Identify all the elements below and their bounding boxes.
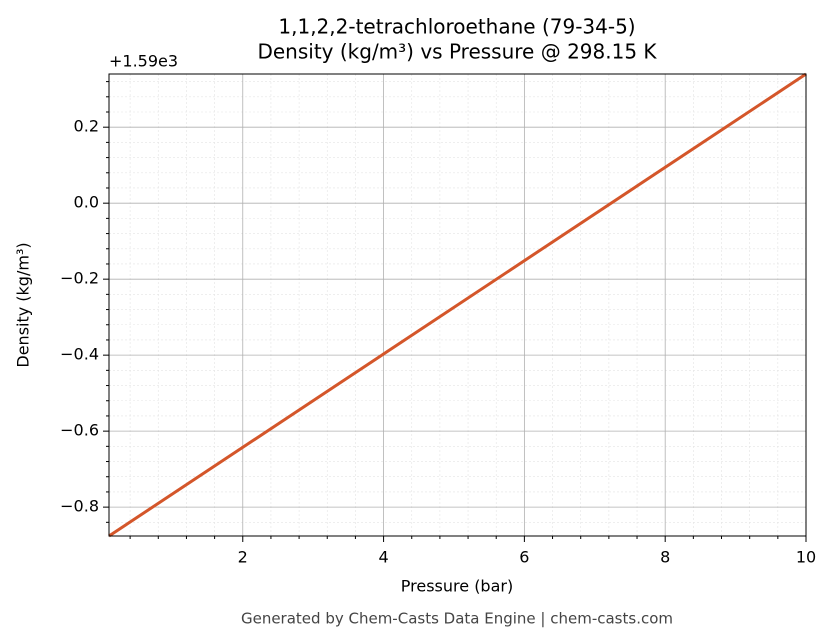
plot-frame [108, 73, 807, 537]
data-line [108, 72, 807, 538]
y-offset-label: +1.59e3 [109, 52, 178, 71]
y-tick-label: 0.2 [74, 117, 99, 136]
y-tick-label: 0.0 [74, 193, 99, 212]
chart-title: 1,1,2,2-tetrachloroethane (79-34-5) [278, 15, 635, 39]
y-axis-label: Density (kg/m³) [14, 242, 33, 367]
x-tick-label: 6 [519, 548, 529, 567]
x-tick-label: 2 [238, 548, 248, 567]
y-tick-label: −0.2 [60, 269, 99, 288]
chart-subtitle: Density (kg/m³) vs Pressure @ 298.15 K [257, 40, 657, 64]
y-tick-label: −0.8 [60, 497, 99, 516]
footer: Generated by Chem-Casts Data Engine | ch… [241, 610, 673, 628]
x-axis-label: Pressure (bar) [401, 577, 513, 596]
x-tick-label: 10 [796, 548, 816, 567]
y-tick-label: −0.6 [60, 421, 99, 440]
x-tick-label: 4 [378, 548, 388, 567]
x-tick-label: 8 [660, 548, 670, 567]
y-tick-label: −0.4 [60, 345, 99, 364]
